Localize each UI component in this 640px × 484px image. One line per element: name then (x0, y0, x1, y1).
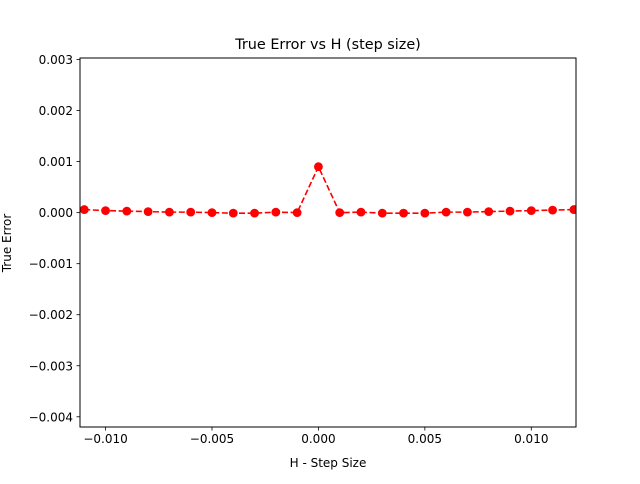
data-point (484, 207, 494, 217)
plot-area (80, 162, 576, 218)
data-point (101, 206, 110, 216)
chart-title: True Error vs H (step size) (234, 37, 421, 53)
data-point (526, 206, 536, 216)
axis-ticks: −0.010 −0.005 0.000 0.005 0.010 −0.004 −0.003 −… (29, 53, 549, 446)
x-tick-label: 0.000 (301, 432, 335, 446)
data-point (420, 208, 430, 218)
data-point (122, 206, 132, 216)
x-axis-label: H - Step Size (290, 456, 367, 470)
data-point (505, 206, 515, 216)
data-point (356, 207, 366, 217)
y-tick-label: −0.002 (29, 308, 73, 322)
y-tick-label: −0.004 (29, 410, 73, 424)
data-point (292, 208, 302, 218)
data-point (143, 207, 153, 217)
y-tick-label: −0.001 (29, 257, 73, 271)
y-tick-label: 0.001 (39, 155, 73, 169)
data-point (399, 208, 408, 218)
x-tick-label: 0.010 (514, 432, 548, 446)
data-point (207, 208, 217, 218)
x-tick-label: −0.010 (83, 432, 127, 446)
data-point (441, 207, 451, 217)
data-point (548, 205, 557, 215)
y-tick-label: 0.000 (39, 206, 73, 220)
data-point (228, 208, 238, 218)
y-tick-label: −0.003 (29, 359, 73, 373)
plot-frame (79, 57, 577, 428)
data-point (377, 208, 387, 218)
data-point (463, 207, 472, 217)
data-point (250, 208, 259, 218)
data-point (314, 162, 323, 172)
y-tick-label: 0.002 (39, 104, 73, 118)
y-axis-label: True Error (0, 214, 14, 274)
data-point (271, 207, 281, 217)
series-group (80, 162, 576, 218)
x-tick-label: −0.005 (190, 432, 234, 446)
data-point (80, 205, 89, 214)
data-point (569, 205, 576, 214)
data-point (186, 207, 196, 217)
data-point (335, 208, 345, 218)
x-tick-label: 0.005 (408, 432, 442, 446)
data-point (165, 207, 174, 217)
y-tick-label: 0.003 (39, 53, 73, 67)
